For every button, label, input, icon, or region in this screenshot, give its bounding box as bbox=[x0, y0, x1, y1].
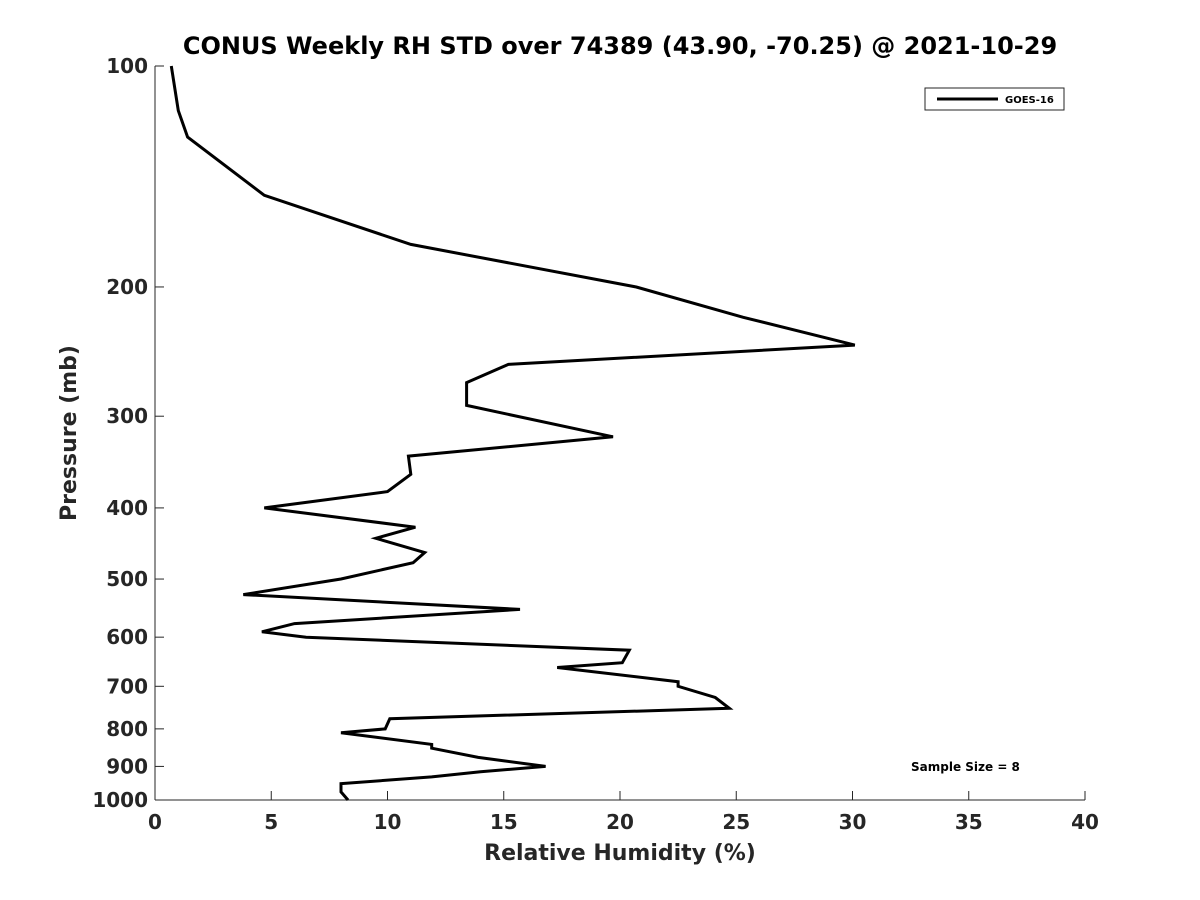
x-tick-label: 15 bbox=[490, 810, 518, 834]
x-tick-label: 20 bbox=[606, 810, 634, 834]
y-tick-label: 500 bbox=[106, 567, 148, 591]
x-axis-ticks: 0 5 10 15 20 25 30 35 40 bbox=[148, 791, 1099, 834]
y-tick-label: 100 bbox=[106, 54, 148, 78]
x-tick-label: 25 bbox=[722, 810, 750, 834]
y-tick-label: 200 bbox=[106, 275, 148, 299]
x-tick-label: 0 bbox=[148, 810, 162, 834]
series-line-goes-16 bbox=[169, 65, 856, 801]
sample-size-annotation: Sample Size = 8 bbox=[911, 760, 1020, 774]
x-tick-label: 40 bbox=[1071, 810, 1099, 834]
y-tick-label: 800 bbox=[106, 717, 148, 741]
x-tick-label: 35 bbox=[955, 810, 983, 834]
y-axis-label: Pressure (mb) bbox=[57, 345, 82, 521]
y-tick-label: 400 bbox=[106, 496, 148, 520]
x-axis-label: Relative Humidity (%) bbox=[484, 841, 756, 866]
x-tick-label: 30 bbox=[839, 810, 867, 834]
chart-title: CONUS Weekly RH STD over 74389 (43.90, -… bbox=[183, 32, 1057, 60]
y-axis-ticks: 100 200 300 400 500 600 700 800 900 1000 bbox=[92, 54, 164, 812]
legend: GOES-16 bbox=[924, 87, 1065, 111]
y-tick-label: 300 bbox=[106, 404, 148, 428]
y-tick-label: 700 bbox=[106, 674, 148, 698]
y-tick-label: 1000 bbox=[92, 788, 148, 812]
x-tick-label: 10 bbox=[374, 810, 402, 834]
legend-label-goes-16: GOES-16 bbox=[1005, 95, 1054, 106]
y-tick-label: 600 bbox=[106, 625, 148, 649]
x-tick-label: 5 bbox=[264, 810, 278, 834]
y-tick-label: 900 bbox=[106, 754, 148, 778]
